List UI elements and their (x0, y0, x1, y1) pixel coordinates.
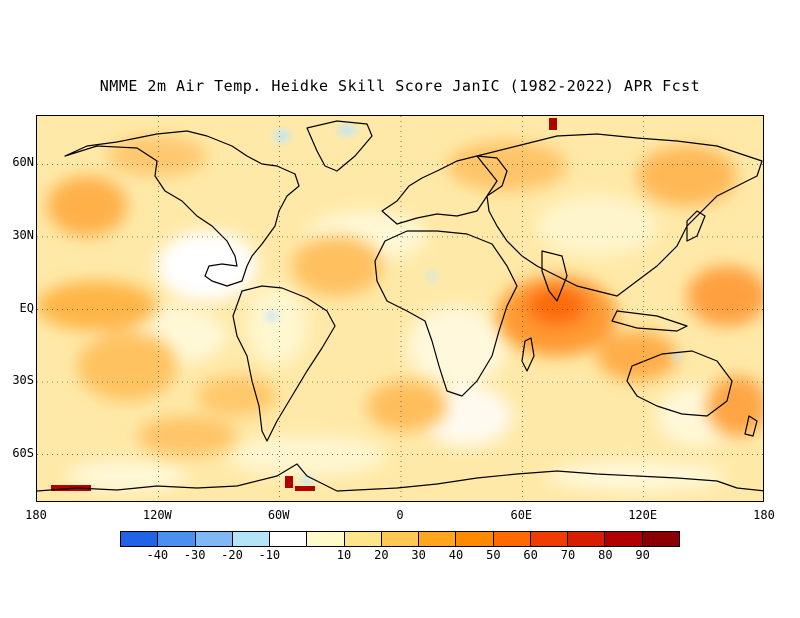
color-legend-swatch (307, 532, 345, 546)
color-legend-swatch (493, 532, 531, 546)
skill-score-map (37, 116, 763, 501)
high-value-patch (285, 476, 293, 488)
map-panel (36, 115, 764, 502)
longitude-label: 120W (142, 508, 172, 522)
coastline-greenland (306, 120, 373, 172)
longitude-label: 60E (510, 508, 533, 522)
coastline-north-america (64, 130, 300, 287)
color-legend-swatch (270, 532, 308, 546)
coastline-africa (374, 230, 518, 397)
color-legend-label: -40 (146, 548, 169, 562)
color-legend-swatch (121, 532, 159, 546)
color-legend-label: -20 (221, 548, 243, 562)
coastline-south-america (232, 285, 336, 442)
latitude-label: 30N (12, 227, 34, 242)
color-legend-swatch (568, 532, 606, 546)
color-legend-label: 60 (523, 548, 538, 562)
color-legend-label: 90 (635, 548, 650, 562)
longitude-label: 0 (396, 508, 404, 522)
color-legend-swatch (344, 532, 382, 546)
color-legend-swatch (456, 532, 494, 546)
color-legend-swatch (158, 532, 196, 546)
color-legend-swatch (419, 532, 457, 546)
coastline-madagascar (521, 337, 535, 372)
longitude-label: 180 (753, 508, 775, 522)
latitude-label: 30S (12, 373, 34, 388)
coastline-antarctica (37, 463, 763, 492)
coastline-new-zealand (744, 415, 758, 437)
latitude-label: 60N (12, 155, 34, 170)
latitude-label: 60S (12, 445, 34, 460)
color-legend-label: 80 (598, 548, 613, 562)
color-legend-label: 50 (486, 548, 501, 562)
latitude-label: EQ (19, 300, 34, 315)
coastline-asia (476, 133, 763, 297)
color-legend-label: -30 (183, 548, 206, 562)
color-legend-swatch (642, 532, 679, 546)
high-value-patch (549, 118, 557, 130)
color-legend-label: 30 (411, 548, 426, 562)
longitude-label: 60W (267, 508, 290, 522)
longitude-label: 120E (628, 508, 658, 522)
color-legend-swatch (232, 532, 271, 546)
coastline-europe (381, 155, 508, 225)
color-legend-swatch (381, 532, 420, 546)
high-skill-regions (37, 136, 763, 456)
color-legend-label: 70 (560, 548, 576, 562)
coastline-indonesia (611, 310, 688, 332)
color-legend-swatch (195, 532, 233, 546)
high-value-patch (295, 486, 315, 491)
coastline-india (541, 250, 568, 302)
map-title: NMME 2m Air Temp. Heidke Skill Score Jan… (99, 77, 701, 95)
coastlines (37, 120, 763, 492)
color-legend-label: 40 (448, 548, 464, 562)
longitude-label: 180 (25, 508, 47, 522)
color-legend-swatch (530, 532, 569, 546)
color-legend-label: 20 (374, 548, 389, 562)
negative-skill-patches (266, 125, 682, 486)
coastline-australia (626, 350, 733, 417)
low-skill-regions (67, 196, 737, 491)
color-legend-swatch (605, 532, 643, 546)
color-legend-label: -10 (258, 548, 281, 562)
coastline-japan (686, 210, 706, 242)
color-legend-bar (120, 531, 680, 547)
color-legend-label: 10 (336, 548, 352, 562)
